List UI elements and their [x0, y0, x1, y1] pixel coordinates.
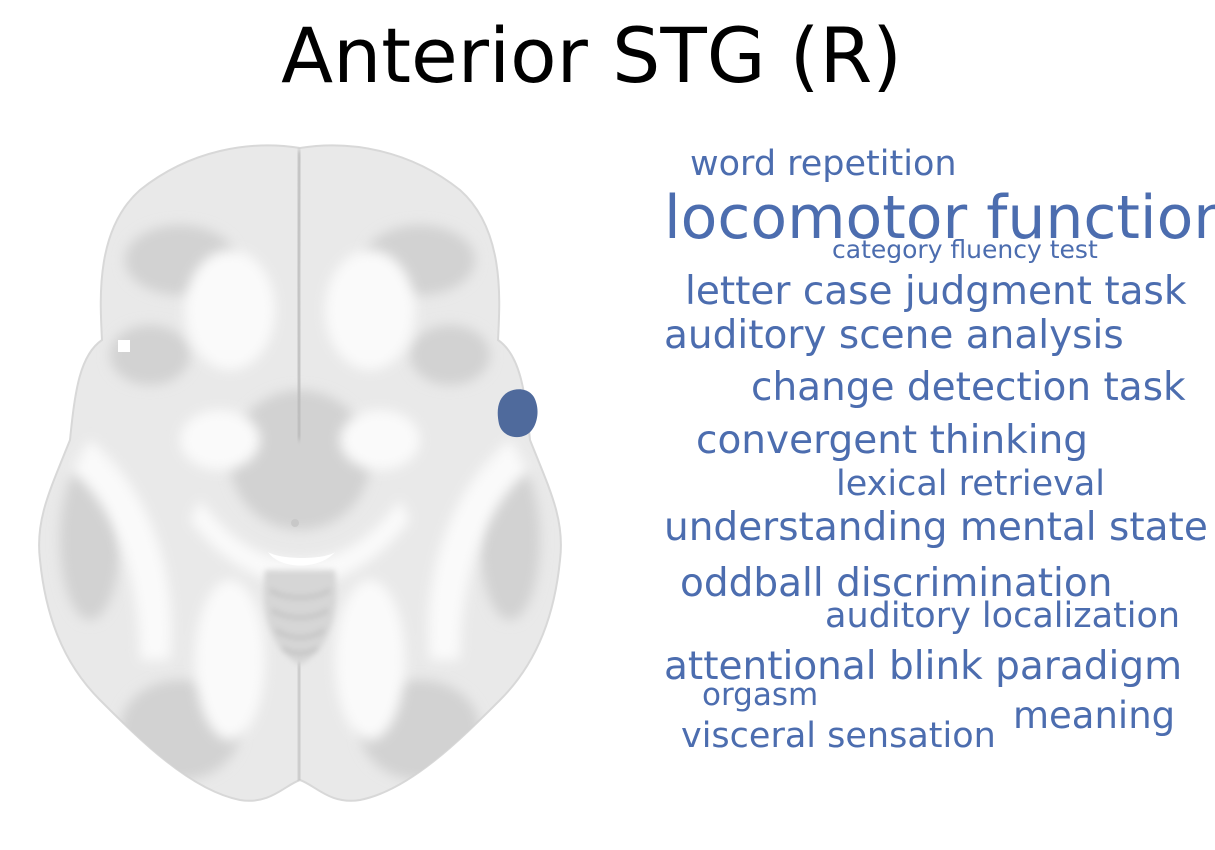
term-orgasm: orgasm	[702, 677, 819, 713]
term-auditory-localization: auditory localization	[825, 596, 1181, 636]
brain-axial-svg	[38, 144, 562, 802]
brain-internal-structure	[60, 149, 540, 800]
brain-slice-image	[30, 140, 570, 805]
term-convergent-thinking: convergent thinking	[696, 418, 1089, 463]
term-oddball-discrimination: oddball discrimination	[680, 561, 1113, 606]
roi-blob	[497, 389, 538, 438]
term-locomotor-function: locomotor function	[664, 183, 1215, 253]
term-category-fluency-test: category fluency test	[832, 235, 1098, 264]
page-title: Anterior STG (R)	[281, 11, 902, 100]
term-letter-case-judgment-task: letter case judgment task	[685, 269, 1187, 314]
term-lexical-retrieval: lexical retrieval	[836, 464, 1106, 504]
term-attentional-blink-paradigm: attentional blink paradigm	[664, 644, 1183, 689]
interhemispheric-fissure	[294, 149, 303, 800]
term-word-repetition: word repetition	[690, 144, 957, 184]
brainstem	[263, 570, 337, 665]
term-change-detection-task: change detection task	[751, 365, 1186, 410]
term-meaning: meaning	[1013, 694, 1176, 737]
term-auditory-scene-analysis: auditory scene analysis	[664, 313, 1124, 358]
term-visceral-sensation: visceral sensation	[681, 716, 996, 756]
term-understanding-mental-state: understanding mental state	[664, 505, 1208, 550]
